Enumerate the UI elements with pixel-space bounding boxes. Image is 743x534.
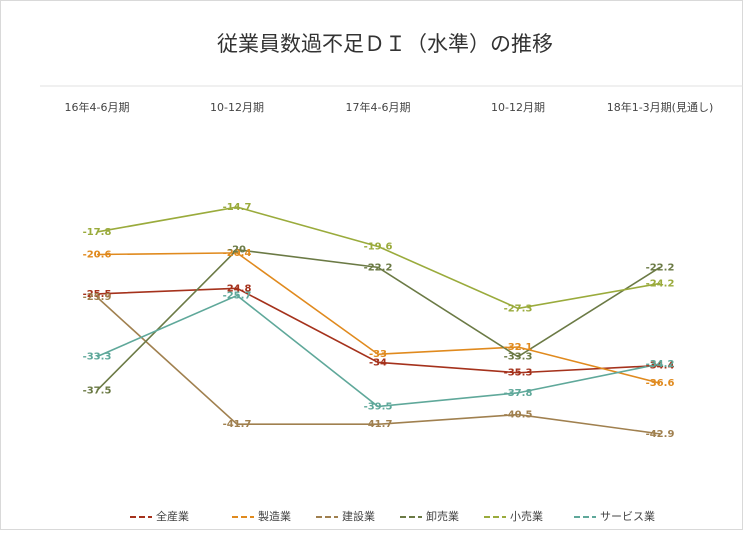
data-label: -25.7 bbox=[223, 291, 252, 302]
data-label: -35.3 bbox=[504, 368, 533, 379]
data-label: -34.4 bbox=[646, 361, 675, 372]
data-label: -34.2 bbox=[646, 359, 675, 370]
data-label: -41.7 bbox=[364, 419, 393, 430]
data-label: -20.6 bbox=[83, 249, 112, 260]
legend-label: 建設業 bbox=[342, 509, 375, 523]
data-label: -40.5 bbox=[504, 410, 533, 421]
data-label: -22.2 bbox=[364, 262, 393, 273]
data-label: -42.9 bbox=[646, 429, 675, 440]
data-label: -25.9 bbox=[83, 292, 112, 303]
data-label: -33.3 bbox=[83, 352, 112, 363]
data-label: -36.6 bbox=[646, 378, 675, 389]
data-label: -41.7 bbox=[223, 419, 252, 430]
data-label: -39.5 bbox=[364, 402, 393, 413]
data-label: -17.8 bbox=[83, 227, 112, 238]
series-line bbox=[96, 296, 661, 435]
legend-label: 卸売業 bbox=[426, 509, 459, 523]
data-label: -25.5 bbox=[83, 289, 112, 300]
legend-label: 製造業 bbox=[258, 509, 291, 523]
legend-label: 全産業 bbox=[156, 509, 189, 523]
data-label: -14.7 bbox=[223, 202, 252, 213]
series-line bbox=[96, 252, 661, 384]
series-line bbox=[96, 294, 661, 408]
series-line bbox=[96, 248, 661, 392]
data-label: -24.8 bbox=[223, 283, 252, 294]
legend-label: 小売業 bbox=[510, 510, 543, 523]
x-tick-label: 10-12月期 bbox=[491, 101, 545, 114]
chart-title: 従業員数過不足ＤＩ（水準）の推移 bbox=[217, 32, 553, 56]
series-line bbox=[96, 206, 661, 310]
data-label: -20.4 bbox=[223, 248, 252, 259]
data-label: -24.2 bbox=[646, 278, 675, 289]
data-label: -20 bbox=[228, 245, 246, 256]
data-label: -27.3 bbox=[504, 303, 533, 314]
data-label: -37.5 bbox=[83, 385, 112, 396]
x-tick-label: 17年4-6月期 bbox=[346, 100, 411, 114]
data-label: -33 bbox=[369, 349, 387, 360]
data-label: -19.6 bbox=[364, 241, 393, 252]
data-label: -37.8 bbox=[504, 388, 533, 399]
data-label: -33.3 bbox=[504, 352, 533, 363]
data-label: -22.2 bbox=[646, 262, 675, 273]
data-label: -32.1 bbox=[504, 342, 533, 353]
series-line bbox=[96, 287, 661, 374]
x-tick-label: 10-12月期 bbox=[210, 101, 264, 114]
data-label: -34 bbox=[369, 357, 387, 368]
legend-label: サービス業 bbox=[600, 510, 655, 523]
x-tick-label: 18年1-3月期(見通し) bbox=[607, 100, 714, 114]
x-tick-label: 16年4-6月期 bbox=[65, 100, 130, 114]
